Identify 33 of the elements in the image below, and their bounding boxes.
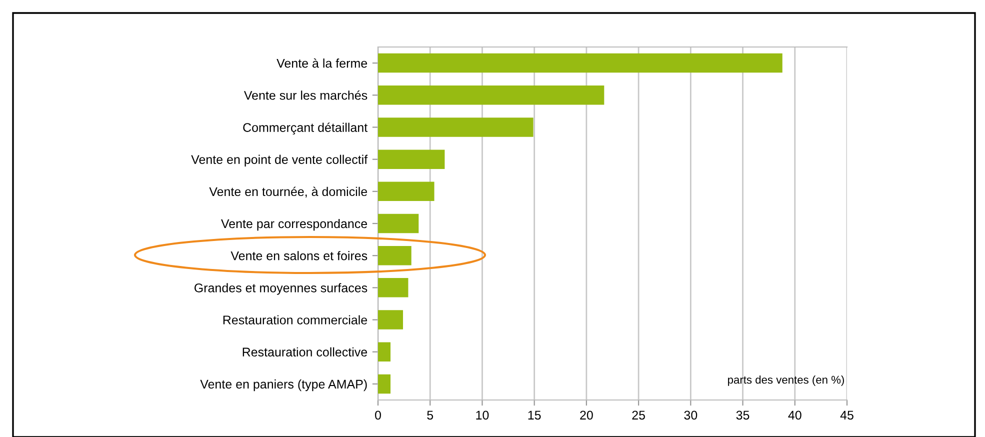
bar <box>378 86 604 105</box>
y-tick-label: Vente à la ferme <box>276 58 368 68</box>
bar <box>378 182 434 202</box>
y-tick-label: Vente en salons et foires <box>230 251 368 260</box>
y-tick-label: Vente sur les marchés <box>244 90 368 100</box>
y-tick-label: Grandes et moyennes surfaces <box>194 283 368 295</box>
x-tick-label: 45 <box>840 410 854 420</box>
y-tick-label: Vente en paniers (type AMAP) <box>200 379 367 392</box>
bar <box>378 310 404 330</box>
bar <box>378 374 391 394</box>
bar <box>378 214 419 234</box>
x-tick-label: 30 <box>684 410 698 420</box>
y-tick-label: Restauration collective <box>242 347 368 357</box>
bar <box>378 342 391 362</box>
bar <box>378 246 412 266</box>
x-tick-label: 5 <box>427 410 434 420</box>
y-tick-label: Vente par correspondance <box>221 218 368 231</box>
x-tick-label: 25 <box>632 410 645 420</box>
y-tick-label: Vente en tournée, à domicile <box>209 186 368 198</box>
y-tick-label: Commerçant détaillant <box>243 122 368 134</box>
x-axis-title: parts des ventes (en %) <box>728 376 844 386</box>
x-tick-label: 10 <box>476 410 489 420</box>
x-tick-label: 20 <box>580 410 593 420</box>
y-tick-label: Vente en point de vente collectif <box>191 154 368 166</box>
bar <box>378 278 408 298</box>
bar <box>378 118 534 137</box>
x-tick-label: 15 <box>528 410 541 420</box>
x-tick-label: 35 <box>736 410 750 420</box>
y-tick-label: Restauration commerciale <box>223 315 368 324</box>
x-tick-label: 40 <box>788 410 802 420</box>
bar <box>378 53 782 73</box>
x-tick-label: 0 <box>375 410 381 420</box>
bar <box>378 150 445 169</box>
